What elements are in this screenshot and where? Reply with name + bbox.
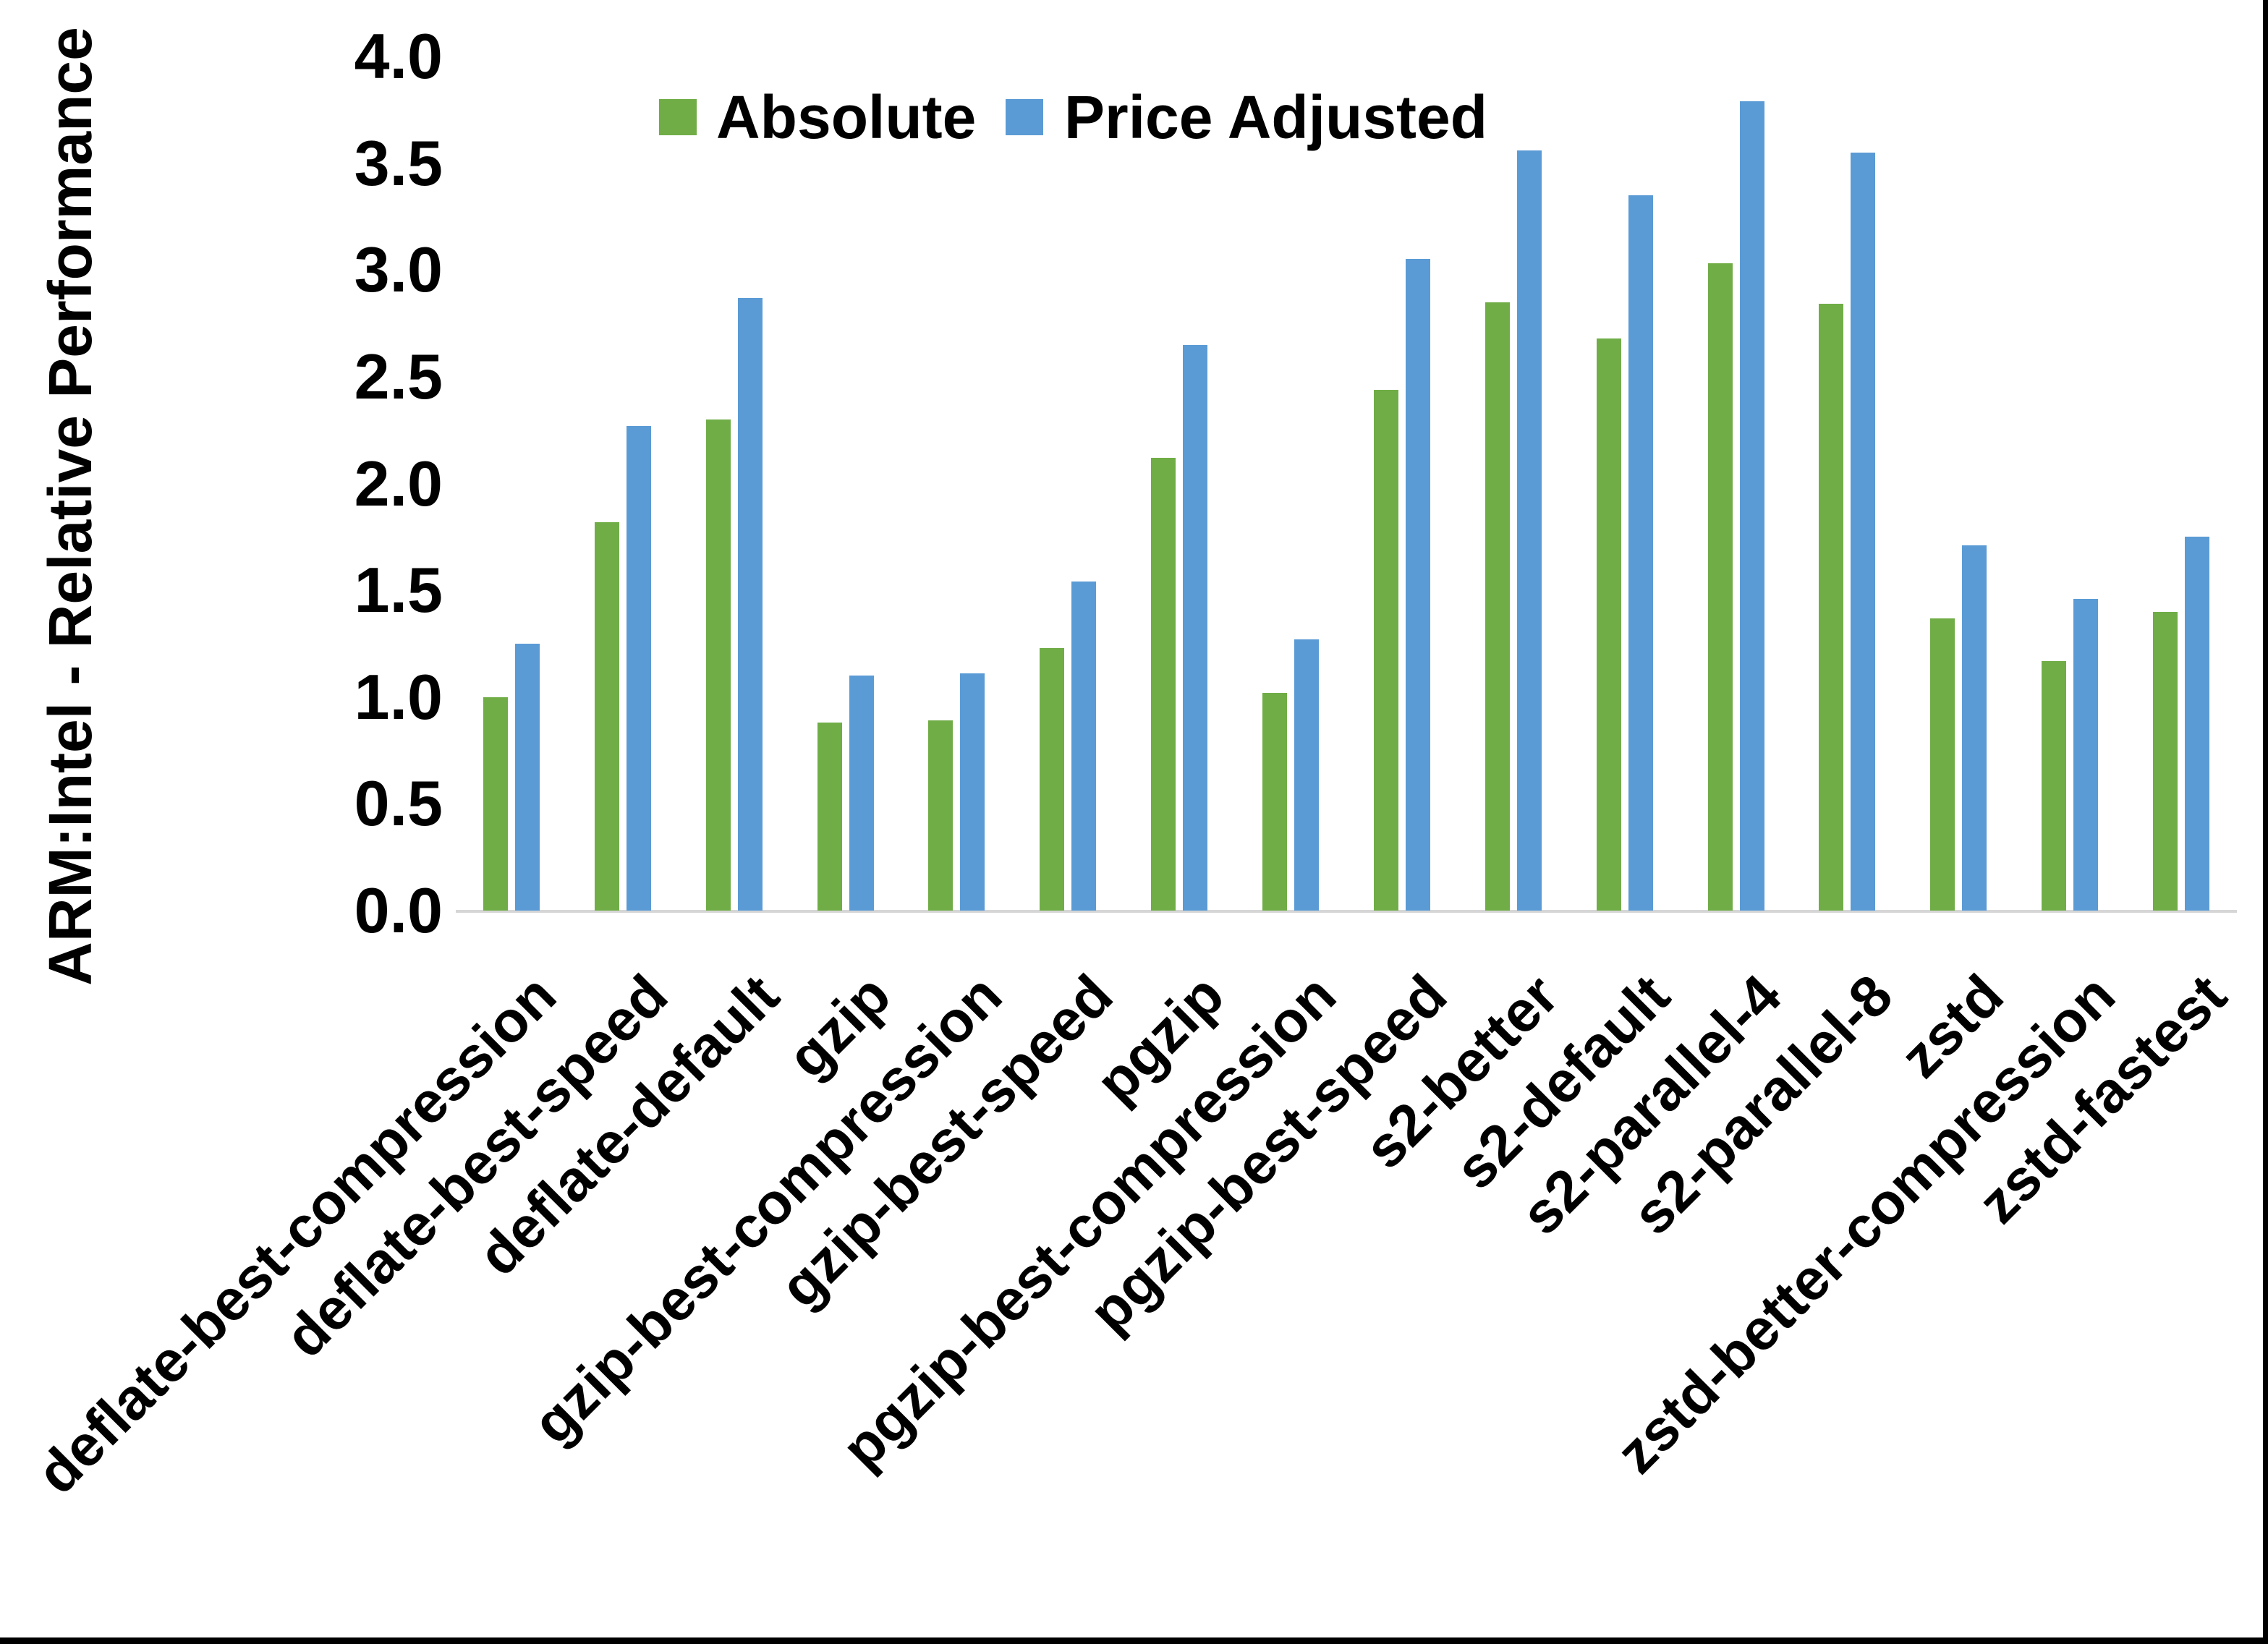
bar-absolute-s2-parallel-4 (1707, 263, 1733, 911)
y-tick-label-3.0: 3.0 (354, 234, 443, 306)
frame-border-right (2263, 0, 2268, 1644)
bar-price-adjusted-zstd (1962, 545, 1987, 911)
y-tick-label-0.0: 0.0 (354, 874, 443, 946)
x-axis-line (456, 910, 2237, 913)
y-tick-label-3.5: 3.5 (354, 127, 443, 199)
bar-absolute-gzip-best-speed (1040, 647, 1065, 911)
bar-absolute-deflate-best-speed (594, 521, 619, 911)
bar-price-adjusted-s2-better (1516, 150, 1542, 911)
bar-absolute-pgzip-best-compression (1262, 692, 1288, 911)
y-tick-label-1.5: 1.5 (354, 554, 443, 626)
bar-price-adjusted-deflate-best-compression (514, 643, 540, 911)
bar-absolute-gzip (817, 723, 842, 911)
y-tick-label-4.0: 4.0 (354, 20, 443, 92)
bar-absolute-zstd (1930, 618, 1955, 911)
y-tick-label-2.0: 2.0 (354, 447, 443, 519)
bar-absolute-pgzip-best-speed (1373, 389, 1398, 911)
bar-absolute-zstd-better-compression (2042, 660, 2067, 911)
legend-label-price-adjusted: Price Adjusted (1064, 83, 1488, 151)
bar-price-adjusted-pgzip-best-compression (1294, 639, 1320, 911)
bar-price-adjusted-s2-parallel-4 (1739, 101, 1764, 911)
bar-absolute-pgzip (1151, 458, 1176, 911)
bar-price-adjusted-pgzip-best-speed (1405, 259, 1430, 911)
bar-price-adjusted-gzip-best-compression (960, 673, 985, 911)
bar-price-adjusted-s2-parallel-8 (1851, 152, 1876, 911)
legend-swatch-absolute (659, 99, 697, 135)
bar-price-adjusted-gzip-best-speed (1071, 582, 1097, 911)
y-tick-label-1.0: 1.0 (354, 660, 443, 733)
bar-absolute-s2-better (1485, 302, 1510, 911)
frame-border-bottom (0, 1637, 2268, 1644)
bar-price-adjusted-pgzip (1183, 344, 1208, 911)
bar-absolute-s2-parallel-8 (1819, 304, 1844, 911)
bar-price-adjusted-zstd-better-compression (2073, 598, 2099, 911)
bar-price-adjusted-deflate-default (737, 297, 763, 911)
bar-price-adjusted-s2-default (1628, 195, 1653, 911)
bar-absolute-deflate-best-compression (483, 697, 508, 911)
y-tick-label-0.5: 0.5 (354, 767, 443, 840)
bar-absolute-s2-default (1596, 338, 1621, 911)
bar-price-adjusted-zstd-fastest (2185, 537, 2210, 911)
y-tick-label-2.5: 2.5 (354, 340, 443, 412)
bar-absolute-deflate-default (705, 419, 731, 911)
bar-price-adjusted-gzip (849, 676, 874, 911)
legend-swatch-price-adjusted (1006, 99, 1043, 135)
y-axis-title: ARM:Intel - Relative Performance (36, 27, 104, 986)
bar-price-adjusted-deflate-best-speed (626, 425, 651, 911)
bar-absolute-gzip-best-compression (928, 720, 954, 911)
legend-label-absolute: Absolute (716, 83, 977, 151)
bar-absolute-zstd-fastest (2153, 611, 2178, 911)
